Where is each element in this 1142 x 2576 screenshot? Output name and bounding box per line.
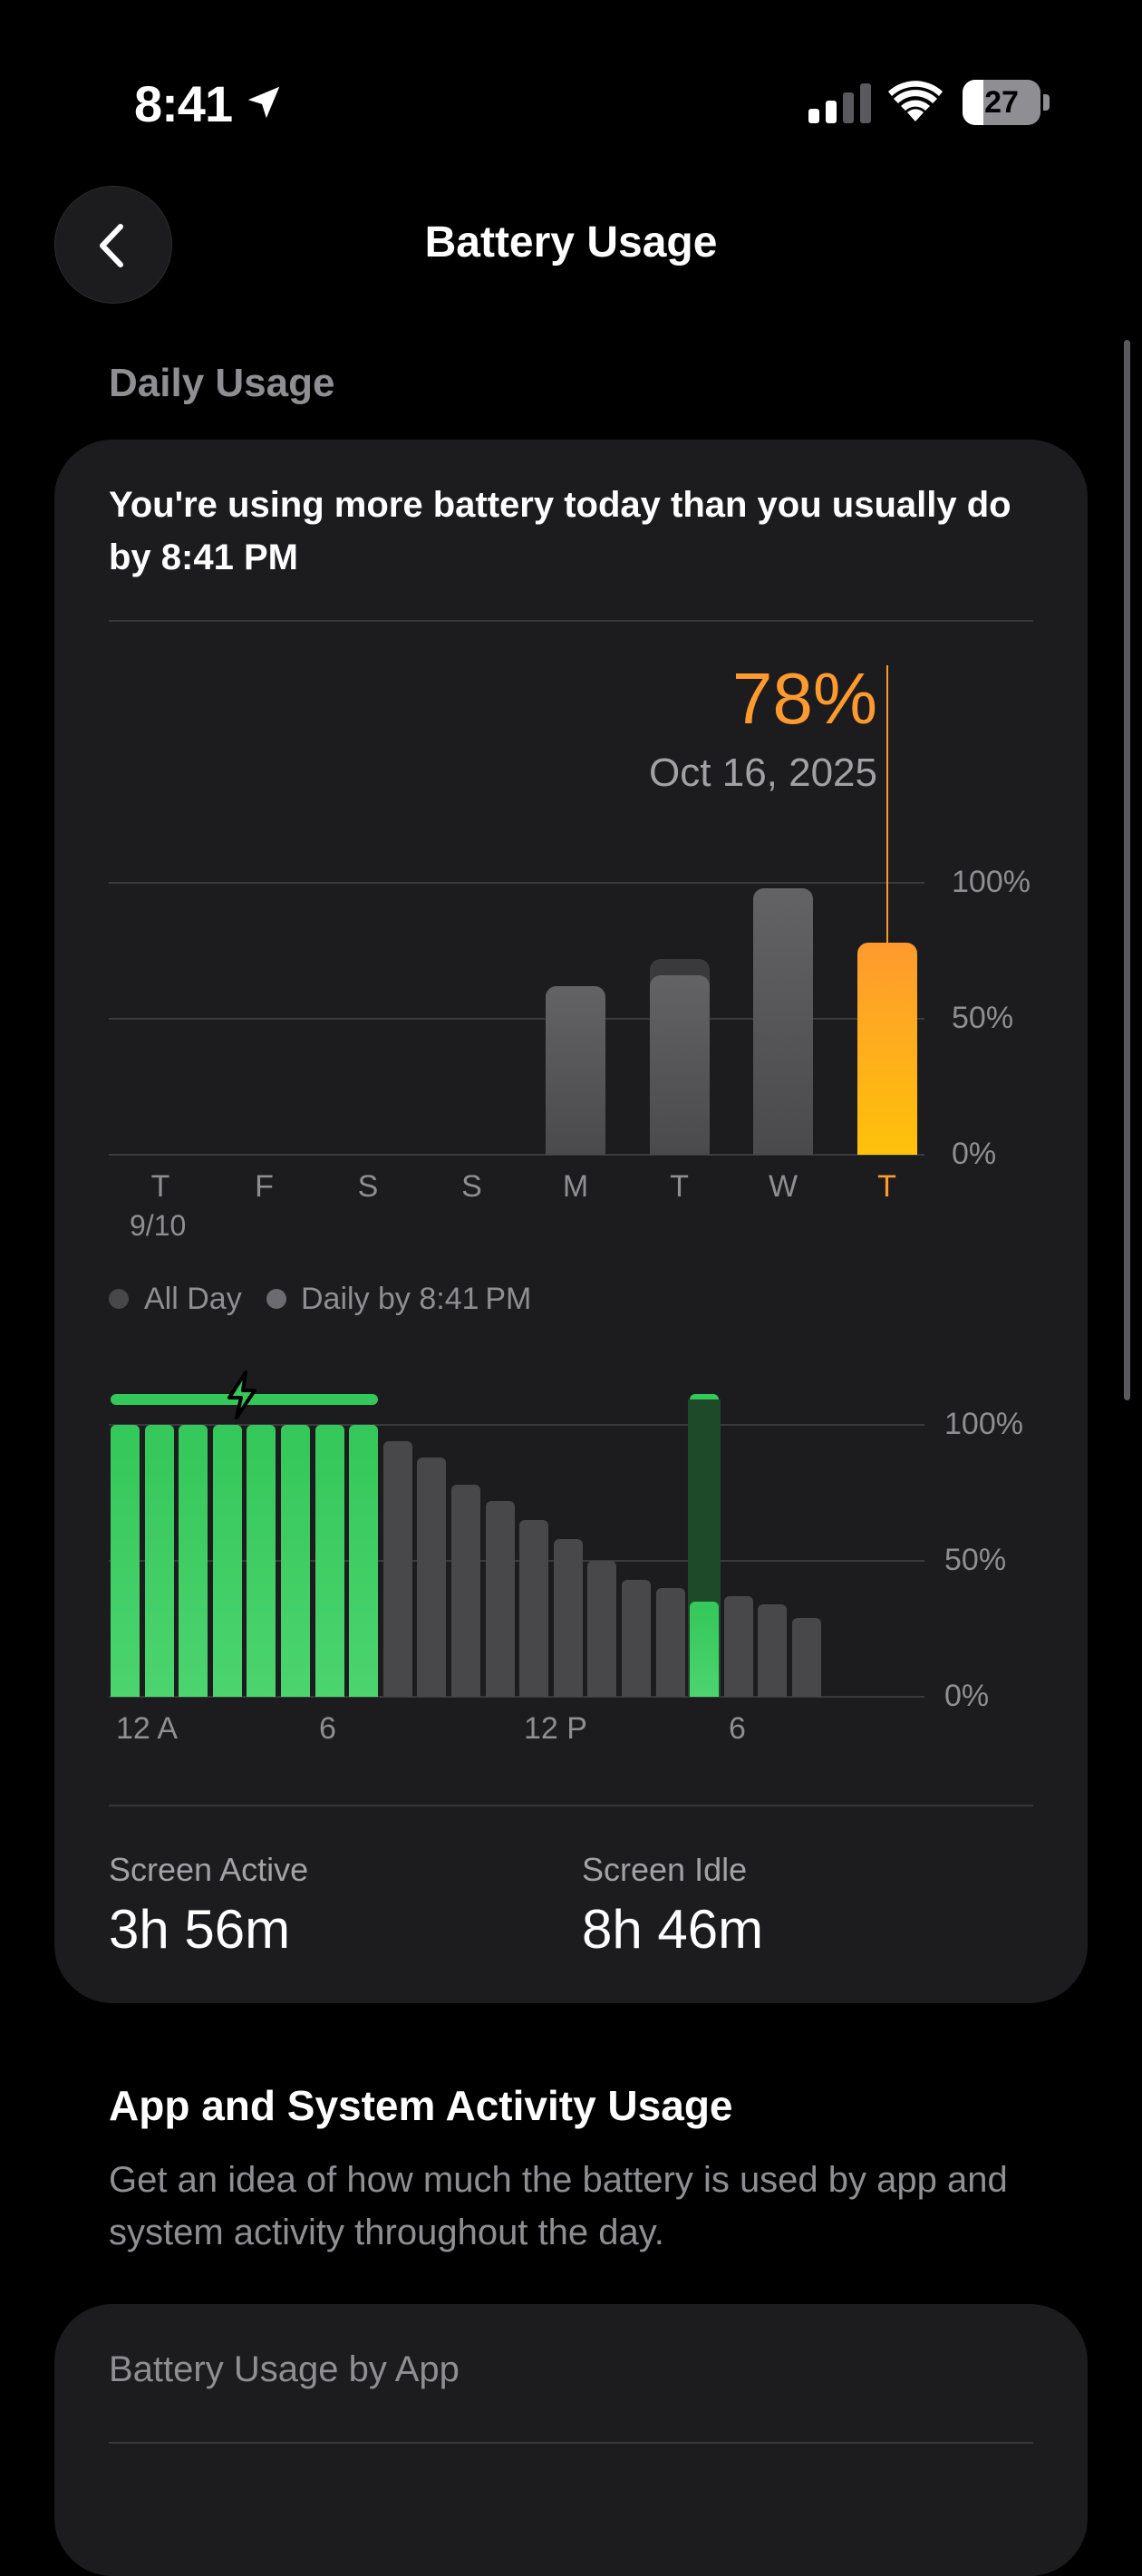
x-tick-label: 12 A xyxy=(116,1711,179,1746)
divider xyxy=(109,1805,1033,1806)
x-tick-label: 12 P xyxy=(524,1711,587,1746)
gridline xyxy=(109,1560,924,1562)
x-tick-label: T xyxy=(150,1169,170,1204)
x-tick-label: T xyxy=(670,1169,689,1204)
battery-usage-by-app-title: Battery Usage by App xyxy=(109,2349,460,2389)
bar-charging[interactable] xyxy=(144,1425,174,1697)
x-date-label: 9/10 xyxy=(130,1209,187,1242)
gridline xyxy=(109,882,924,884)
y-tick-label: 100% xyxy=(944,1407,1023,1441)
bar-discharging[interactable] xyxy=(792,1618,821,1697)
divider xyxy=(109,620,1033,622)
legend-dot-all-day xyxy=(109,1289,129,1309)
bar-discharging[interactable] xyxy=(655,1588,685,1697)
legend-dot-daily xyxy=(266,1289,286,1309)
bar-daily-by-time[interactable] xyxy=(649,975,710,1155)
selection-line xyxy=(886,665,888,943)
bar-discharging[interactable] xyxy=(417,1457,447,1697)
legend-label-daily: Daily by 8:41 PM xyxy=(301,1282,532,1316)
bar-discharging[interactable] xyxy=(382,1441,412,1697)
y-tick-label: 50% xyxy=(952,1001,1014,1035)
y-tick-label: 100% xyxy=(952,865,1031,899)
gridline xyxy=(109,1696,924,1698)
gridline xyxy=(109,1424,924,1426)
wifi-icon xyxy=(888,81,943,121)
gridline xyxy=(109,1018,924,1020)
bar-charging[interactable] xyxy=(212,1425,242,1697)
bar-discharging[interactable] xyxy=(758,1604,788,1697)
battery-fill xyxy=(963,80,984,125)
activity-usage-description: Get an idea of how much the battery is u… xyxy=(109,2160,1008,2252)
y-tick-label: 0% xyxy=(944,1679,990,1713)
bar-charging[interactable] xyxy=(247,1425,276,1697)
battery-usage-by-app-card[interactable] xyxy=(54,2304,1088,2576)
selected-date: Oct 16, 2025 xyxy=(649,751,877,795)
bar-discharging[interactable] xyxy=(451,1485,480,1697)
x-tick-label: S xyxy=(357,1169,379,1204)
bar-charging[interactable] xyxy=(111,1425,140,1697)
bar-daily-by-time[interactable] xyxy=(753,888,813,1155)
bar-charging[interactable] xyxy=(179,1425,208,1697)
bar-charging[interactable] xyxy=(315,1425,344,1697)
scrollbar[interactable] xyxy=(1124,340,1130,1400)
battery-icon: 27 xyxy=(963,80,1050,125)
legend-label-all-day: All Day xyxy=(144,1282,242,1316)
selected-percentage: 78% xyxy=(731,658,877,739)
activity-usage-title: App and System Activity Usage xyxy=(109,2082,733,2129)
x-tick-label: M xyxy=(562,1169,589,1204)
bar-discharging[interactable] xyxy=(587,1561,617,1697)
back-button[interactable] xyxy=(54,186,172,304)
location-arrow-icon xyxy=(247,86,280,119)
screen-active-value: 3h 56m xyxy=(109,1899,291,1960)
divider xyxy=(109,2442,1033,2444)
screen-idle-label: Screen Idle xyxy=(582,1851,748,1888)
x-tick-label: F xyxy=(255,1169,274,1204)
gridline xyxy=(109,1154,924,1156)
bar-discharging[interactable] xyxy=(485,1501,515,1697)
bar-daily-by-time[interactable] xyxy=(546,986,605,1155)
bar-discharging[interactable] xyxy=(723,1596,753,1697)
x-tick-label: 6 xyxy=(729,1711,746,1746)
daily-usage-card xyxy=(54,440,1088,2003)
status-time: 8:41 xyxy=(134,75,233,132)
chevron-left-icon xyxy=(100,224,123,267)
y-tick-label: 0% xyxy=(952,1137,997,1171)
y-tick-label: 50% xyxy=(944,1543,1007,1577)
daily-usage-label: Daily Usage xyxy=(109,361,335,405)
bar-charging[interactable] xyxy=(349,1425,379,1697)
cellular-signal-icon xyxy=(808,83,871,123)
screen-active-label: Screen Active xyxy=(109,1851,309,1888)
bar-discharging[interactable] xyxy=(553,1539,583,1697)
charging-bolt-icon xyxy=(227,1370,256,1419)
bar-all-day[interactable] xyxy=(856,943,917,1155)
screen-idle-value: 8h 46m xyxy=(582,1899,764,1960)
x-tick-label: W xyxy=(768,1169,798,1204)
x-tick-label: S xyxy=(461,1169,482,1204)
usage-message: You're using more battery today than you… xyxy=(109,485,1011,577)
bar-discharging[interactable] xyxy=(519,1520,549,1697)
bar-discharging[interactable] xyxy=(622,1580,651,1697)
bar-charging[interactable] xyxy=(690,1602,720,1697)
x-tick-label: 6 xyxy=(319,1711,336,1746)
bar-charging[interactable] xyxy=(281,1425,310,1697)
battery-level: 27 xyxy=(984,85,1019,120)
x-tick-label: T xyxy=(877,1169,896,1204)
page-title: Battery Usage xyxy=(424,218,718,266)
